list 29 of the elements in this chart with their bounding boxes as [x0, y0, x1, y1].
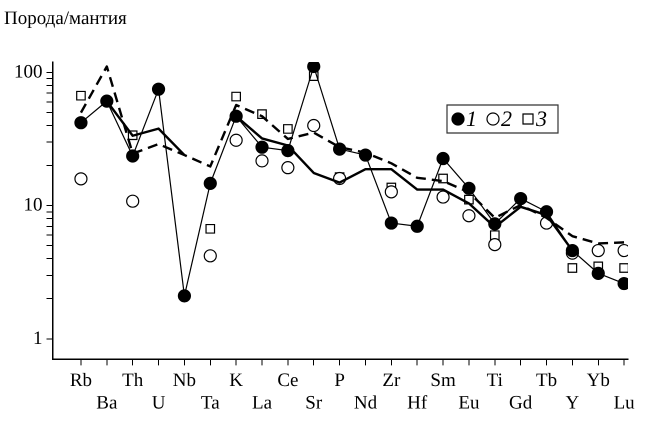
legend-label: 1 [466, 106, 477, 131]
x-tick-label: La [252, 392, 273, 414]
x-tick-label: Yb [586, 370, 610, 391]
legend-label: 2 [501, 106, 512, 131]
x-tick-label: Y [566, 392, 580, 414]
x-tick-label: Rb [70, 370, 92, 391]
y-tick-label: 1 [33, 328, 42, 349]
x-tick-label: Ti [486, 370, 503, 391]
x-tick-label: K [229, 370, 244, 391]
x-tick-label: Eu [458, 392, 480, 414]
x-tick-label: Tb [536, 370, 558, 391]
y-tick-label: 10 [24, 194, 42, 216]
x-tick-label: Ba [96, 392, 118, 414]
x-tick-label: U [152, 392, 166, 414]
x-tick-label: Nd [354, 392, 378, 414]
x-tick-label: P [334, 370, 345, 391]
x-tick-label: Th [122, 370, 144, 391]
y-tick-label: 100 [14, 62, 42, 83]
x-tick-label: Sm [430, 370, 456, 391]
x-tick-label: Zr [382, 370, 401, 391]
x-tick-label: Hf [407, 392, 428, 414]
y-axis-title: Порода/мантия [4, 8, 127, 30]
legend-label: 3 [535, 106, 547, 131]
x-tick-label: Ta [200, 392, 220, 414]
x-tick-label: Lu [614, 392, 636, 414]
x-tick-label: Gd [509, 392, 533, 414]
x-tick-label: Ce [277, 370, 298, 391]
x-tick-label: Nb [172, 370, 196, 391]
x-tick-label: Sr [305, 392, 323, 414]
